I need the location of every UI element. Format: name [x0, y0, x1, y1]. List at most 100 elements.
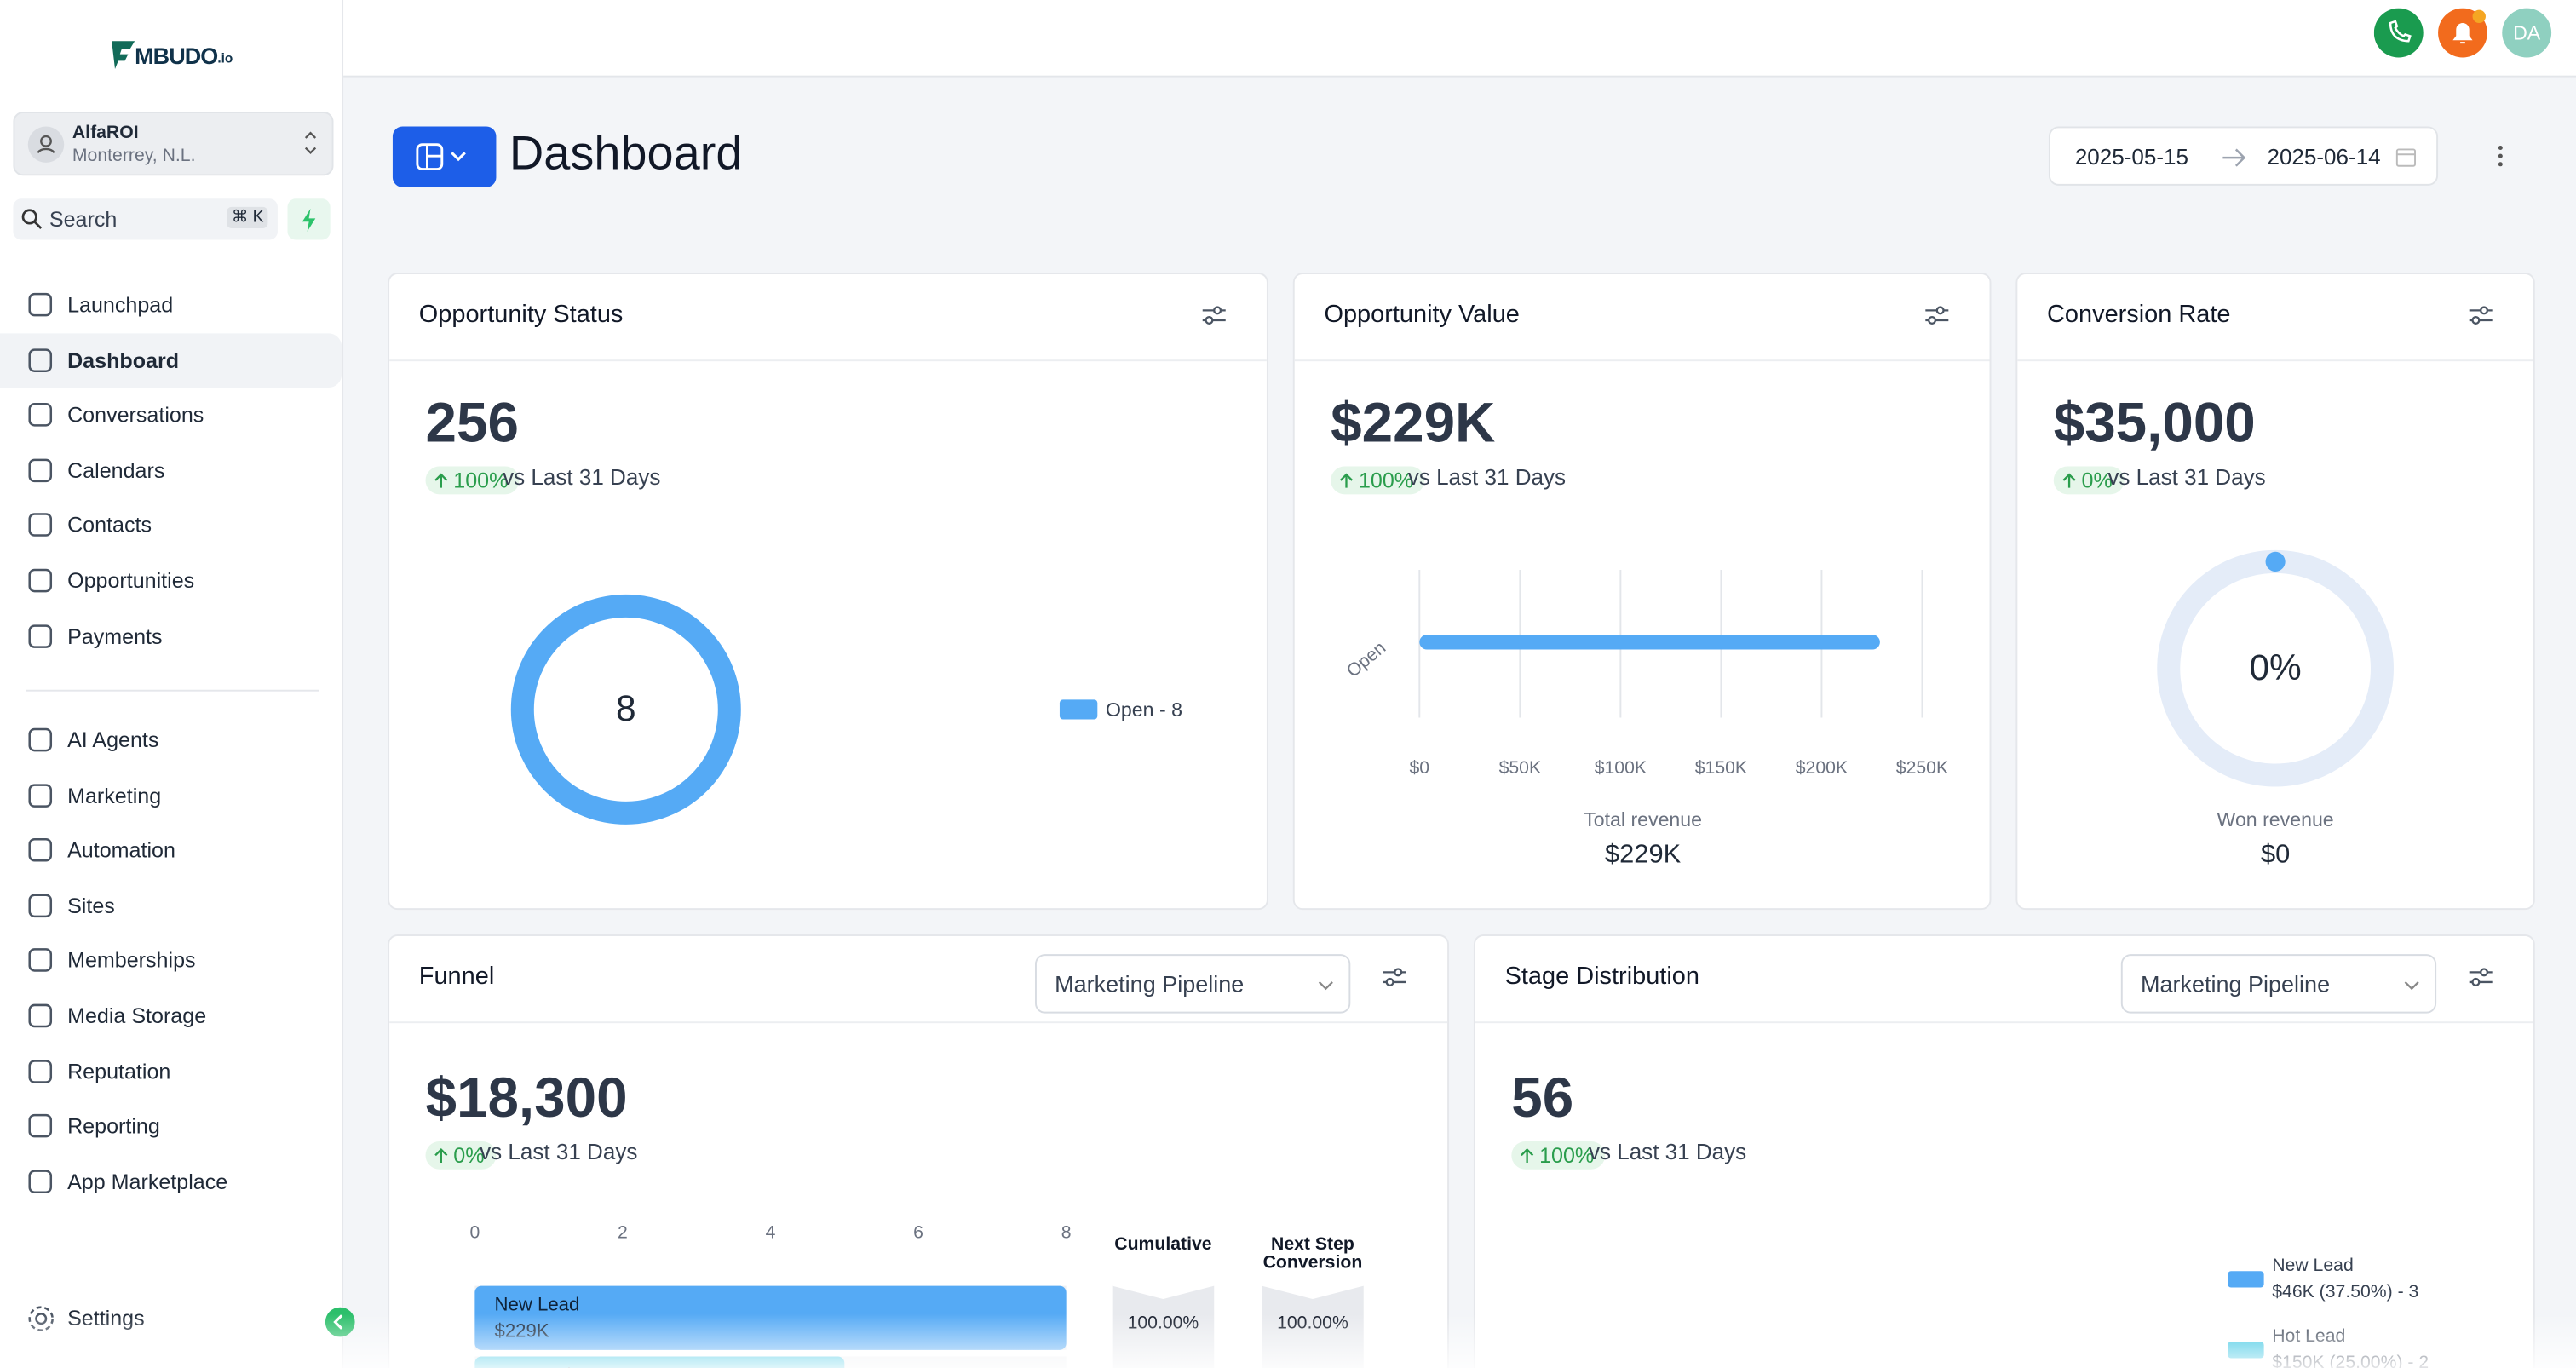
- chevron: [1318, 981, 1333, 991]
- account-switcher[interactable]: AlfaROI Monterrey, N.L.: [13, 112, 334, 176]
- legend-name: Hot Lead: [2272, 1326, 2345, 1346]
- nav-icon: [28, 624, 53, 648]
- chart: New Lead $46K (37.50%) - 3 Hot Lead $150K (…: [2228, 1256, 2429, 1368]
- metric-value: 56: [1511, 1067, 1574, 1130]
- nav-label: Marketing: [67, 782, 162, 808]
- quick-action[interactable]: [287, 198, 331, 240]
- metric-value: $18,300: [425, 1067, 628, 1130]
- header-divider: [2017, 359, 2533, 362]
- arrow: [434, 1147, 448, 1163]
- avatar[interactable]: DA: [2502, 8, 2552, 58]
- phone-button[interactable]: [2373, 8, 2433, 61]
- metric-value: $229K: [1331, 392, 1496, 456]
- nav-item[interactable]: Reputation: [0, 1043, 342, 1098]
- filter-knob: [2480, 306, 2489, 315]
- nav-label: Reporting: [67, 1113, 160, 1139]
- comparison-label: vs Last 31 Days: [1407, 464, 1567, 490]
- nav-item[interactable]: Dashboard: [0, 332, 342, 388]
- nav-label: Reputation: [67, 1058, 171, 1083]
- nav-label: Conversations: [67, 402, 204, 428]
- logo: MBUDO .io: [112, 39, 233, 69]
- legend-label: $46K (37.50%) - 3: [2272, 1282, 2418, 1302]
- filter-knob: [1928, 315, 1937, 325]
- nav-item[interactable]: Launchpad: [0, 278, 342, 332]
- nav-item[interactable]: Sites: [0, 878, 342, 933]
- nav-item[interactable]: Contacts: [0, 498, 342, 553]
- nav-icon: [28, 783, 53, 808]
- arrow: [1339, 472, 1354, 487]
- nav-icon: [28, 458, 53, 482]
- column-value: 100.00%: [1128, 1313, 1199, 1333]
- nav-label: Settings: [67, 1305, 145, 1331]
- nav-label: Sites: [67, 893, 115, 918]
- nav-item[interactable]: App Marketplace: [0, 1154, 342, 1209]
- change-value: 100%: [1539, 1142, 1595, 1168]
- pipeline-label: Marketing Pipeline: [1055, 970, 1245, 997]
- pipeline-select[interactable]: Marketing Pipeline: [2120, 954, 2437, 1014]
- search-icon: [21, 209, 43, 229]
- filter-button[interactable]: [2468, 304, 2494, 327]
- sidebar: MBUDO .io AlfaROI Monterrey, N.L. Search…: [0, 0, 355, 1368]
- filter-knob: [2471, 315, 2481, 325]
- change-badge: 0%: [425, 1141, 497, 1170]
- nav-item[interactable]: Payments: [0, 609, 342, 664]
- logo-text: MBUDO: [135, 43, 218, 69]
- nav-item[interactable]: Memberships: [0, 934, 342, 988]
- x-tick-label: $250K: [1896, 758, 1948, 778]
- nav-icon: [28, 403, 53, 427]
- filter-knob: [1935, 306, 1945, 315]
- nav-icon: [28, 1170, 53, 1193]
- legend-label: $150K (25.00%) - 2: [2272, 1353, 2429, 1368]
- filter-button[interactable]: [2468, 966, 2494, 989]
- date-from: 2025-05-15: [2074, 144, 2189, 170]
- nav-item[interactable]: Media Storage: [0, 989, 342, 1043]
- page-title: Dashboard: [509, 128, 743, 181]
- chevrons: [304, 131, 317, 154]
- legend-name: New Lead: [2272, 1256, 2353, 1275]
- search[interactable]: Search ⌘ K: [13, 198, 278, 240]
- stage-name: Hot Lead: [495, 1365, 572, 1368]
- gauge-label: 0%: [2249, 647, 2301, 687]
- change-value: 100%: [1358, 468, 1414, 493]
- nav-item[interactable]: Opportunities: [0, 554, 342, 608]
- notification-button[interactable]: [2438, 8, 2494, 61]
- logo-suffix: .io: [217, 50, 233, 66]
- collapse-button[interactable]: [325, 1307, 355, 1337]
- nav-label: Calendars: [67, 457, 165, 483]
- x-tick-label: $100K: [1595, 758, 1647, 778]
- filter-button[interactable]: [1382, 966, 1408, 989]
- filter-button[interactable]: [1923, 304, 1950, 327]
- x-tick-label: 0: [469, 1223, 480, 1243]
- nav-icon-shape: [28, 838, 53, 862]
- nav-item[interactable]: Calendars: [0, 443, 342, 497]
- card-title: Conversion Rate: [2047, 300, 2231, 329]
- arrow-icon: [2222, 148, 2246, 167]
- nav-label: AI Agents: [67, 727, 159, 753]
- layout-button[interactable]: [392, 126, 497, 187]
- more-menu[interactable]: [2491, 143, 2510, 170]
- pipeline-select[interactable]: Marketing Pipeline: [1035, 954, 1351, 1014]
- card-title: Stage Distribution: [1504, 962, 1699, 991]
- nav-item[interactable]: Conversations: [0, 388, 342, 442]
- date-range[interactable]: 2025-05-15 2025-06-14: [2048, 126, 2439, 186]
- nav-item[interactable]: Settings: [0, 1290, 342, 1345]
- account-location: Monterrey, N.L.: [72, 146, 196, 166]
- nav-item[interactable]: AI Agents: [0, 713, 342, 767]
- card: Stage Distribution Marketing Pipeline 56 10…: [1473, 934, 2535, 1368]
- x-tick-label: $150K: [1695, 758, 1747, 778]
- nav-icon-shape: [28, 458, 53, 482]
- nav-label: Memberships: [67, 948, 196, 974]
- chart-caption: Total revenue: [1584, 808, 1702, 831]
- search-shortcut: ⌘ K: [227, 206, 269, 228]
- nav-item[interactable]: Automation: [0, 823, 342, 877]
- chart-total: $0: [2261, 839, 2290, 869]
- layout-icon: [416, 143, 466, 171]
- column-header: Cumulative: [1114, 1234, 1212, 1255]
- nav-item[interactable]: Reporting: [0, 1099, 342, 1153]
- nav-icon: [28, 292, 53, 317]
- nav-item[interactable]: Marketing: [0, 768, 342, 823]
- filter-button[interactable]: [1201, 304, 1228, 327]
- select-chevron: [2404, 981, 2419, 991]
- header-divider: [389, 1021, 1448, 1024]
- account-icon: [27, 126, 65, 163]
